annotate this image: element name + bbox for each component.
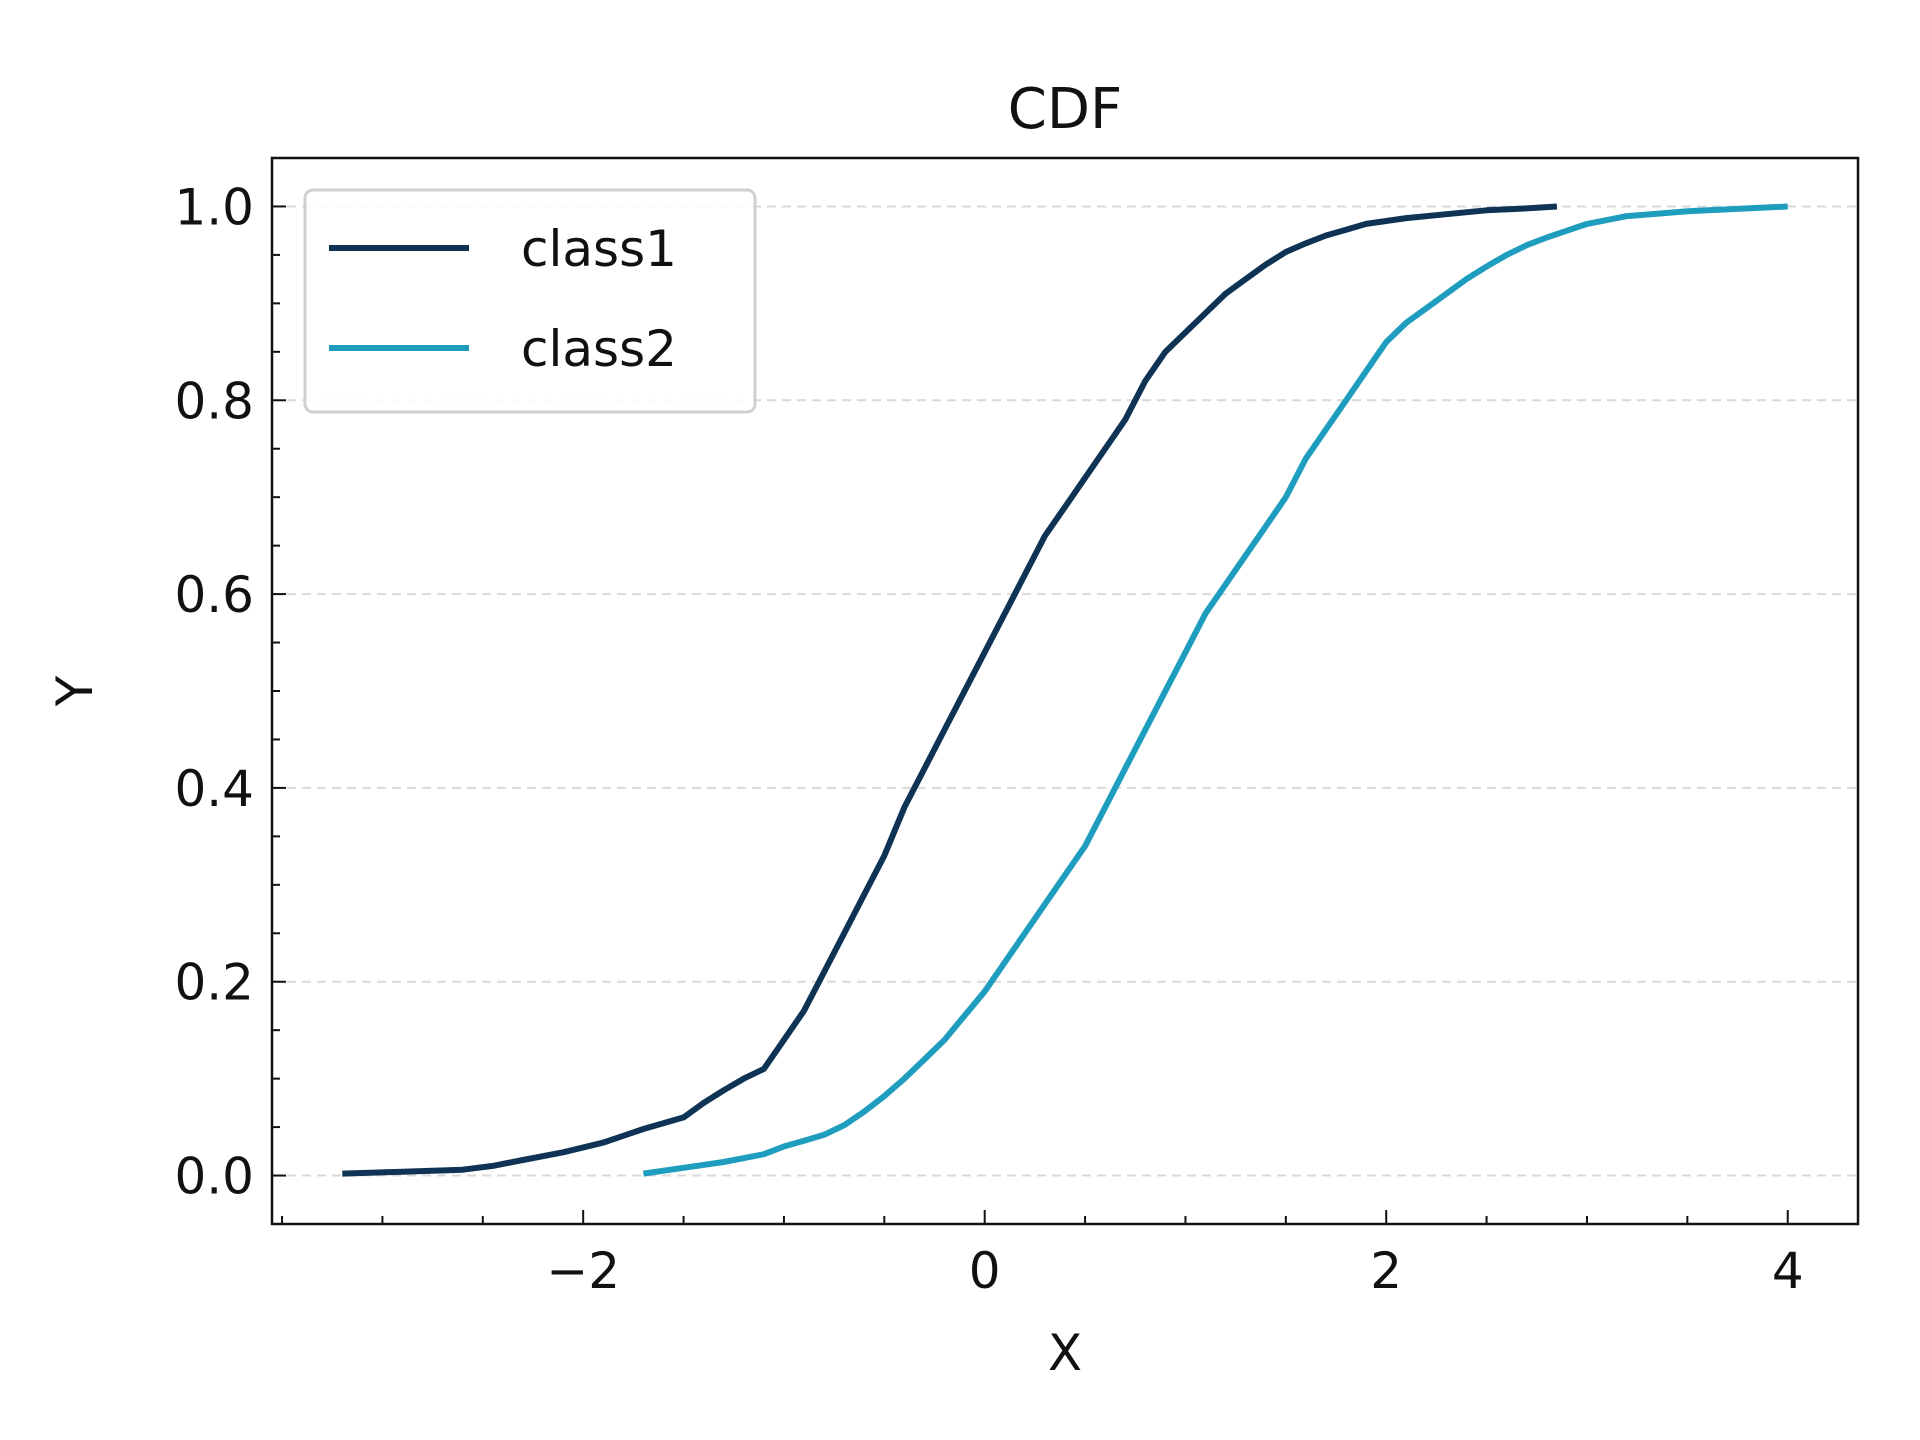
x-tick-labels: −2 0 2 4 [546,1242,1803,1300]
y-tick-label: 0.6 [174,566,254,624]
y-axis-label: Y [46,675,104,707]
grid-lines [272,205,1858,1177]
y-tick-label: 0.2 [174,954,254,1012]
y-tick-label: 1.0 [174,178,254,236]
y-tick-label: 0.8 [174,372,254,430]
x-tick-label: 4 [1772,1242,1804,1300]
x-tick-label: 0 [969,1242,1001,1300]
legend-label: class2 [521,320,677,378]
series-line-class1 [342,203,1558,1177]
y-tick-label: 0.4 [174,760,254,818]
series-line-class2 [642,203,1788,1177]
series-lines [342,203,1788,1177]
y-tick-label: 0.0 [174,1148,254,1206]
legend-label: class1 [521,220,677,278]
axis-ticks [272,205,1789,1225]
x-tick-label: −2 [546,1242,620,1300]
chart-title: CDF [1008,77,1122,142]
x-tick-label: 2 [1370,1242,1402,1300]
x-axis-label: X [1048,1324,1082,1382]
legend: class1 class2 [303,188,757,414]
y-tick-labels: 0.0 0.2 0.4 0.6 0.8 1.0 [174,178,254,1205]
